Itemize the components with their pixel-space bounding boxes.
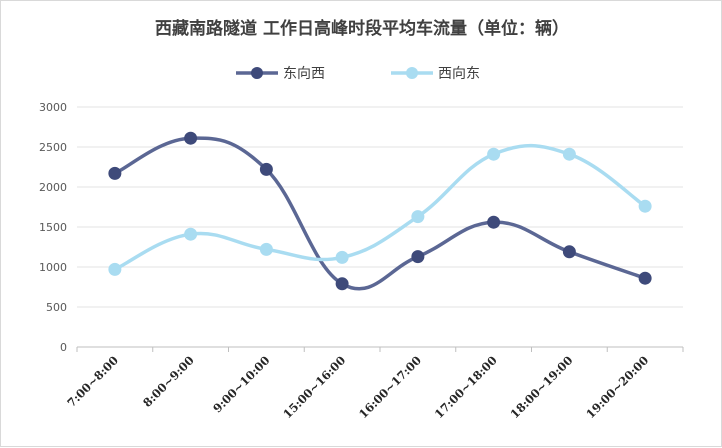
series-line bbox=[113, 143, 647, 272]
x-tick-label: 19:00~20:00 bbox=[583, 353, 651, 421]
data-point bbox=[487, 215, 501, 229]
series-2 bbox=[108, 143, 652, 276]
legend-label: 西向东 bbox=[438, 66, 480, 82]
data-point bbox=[487, 147, 501, 161]
y-tick-label: 3000 bbox=[39, 101, 67, 114]
y-tick-label: 2500 bbox=[39, 141, 67, 154]
data-point bbox=[259, 242, 273, 256]
x-axis: 7:00~8:00 8:00~9:00 9:00~10:00 15:00~16:00 1… bbox=[64, 347, 684, 421]
data-point bbox=[411, 250, 425, 264]
legend-marker bbox=[251, 67, 263, 79]
chart-title: 西藏南路隧道 工作日高峰时段平均车流量（单位：辆） bbox=[155, 18, 569, 39]
data-point bbox=[335, 277, 349, 291]
data-point bbox=[108, 166, 122, 180]
y-tick-label: 0 bbox=[60, 341, 67, 354]
x-tick-label: 15:00~16:00 bbox=[280, 353, 348, 421]
legend-marker bbox=[406, 67, 418, 79]
x-tick-label: 18:00~19:00 bbox=[508, 353, 576, 421]
grid-lines bbox=[77, 106, 683, 348]
y-tick-label: 2000 bbox=[39, 181, 67, 194]
x-tick-label: 17:00~18:00 bbox=[432, 353, 500, 421]
y-axis: 0 500 1000 1500 2000 2500 3000 bbox=[39, 101, 67, 354]
legend-item: 西向东 bbox=[391, 66, 480, 82]
data-point bbox=[411, 210, 425, 224]
x-tick-label: 16:00~17:00 bbox=[356, 353, 424, 421]
series-1 bbox=[108, 131, 652, 291]
data-point bbox=[562, 147, 576, 161]
x-tick-label: 8:00~9:00 bbox=[140, 353, 197, 410]
data-point bbox=[184, 131, 198, 145]
data-point bbox=[638, 271, 652, 285]
x-tick-label: 7:00~8:00 bbox=[64, 353, 121, 410]
chart-legend: 东向西 西向东 bbox=[236, 66, 480, 82]
series-line bbox=[113, 136, 647, 291]
data-point bbox=[562, 245, 576, 259]
legend-label: 东向西 bbox=[283, 66, 325, 82]
legend-item: 东向西 bbox=[236, 66, 325, 82]
data-point bbox=[259, 162, 273, 176]
data-point bbox=[638, 199, 652, 213]
data-point bbox=[335, 250, 349, 264]
series-layer bbox=[108, 131, 652, 291]
y-tick-label: 1000 bbox=[39, 261, 67, 274]
y-tick-label: 1500 bbox=[39, 221, 67, 234]
data-point bbox=[108, 262, 122, 276]
y-tick-label: 500 bbox=[46, 301, 67, 314]
x-tick-label: 9:00~10:00 bbox=[210, 353, 272, 415]
data-point bbox=[184, 227, 198, 241]
